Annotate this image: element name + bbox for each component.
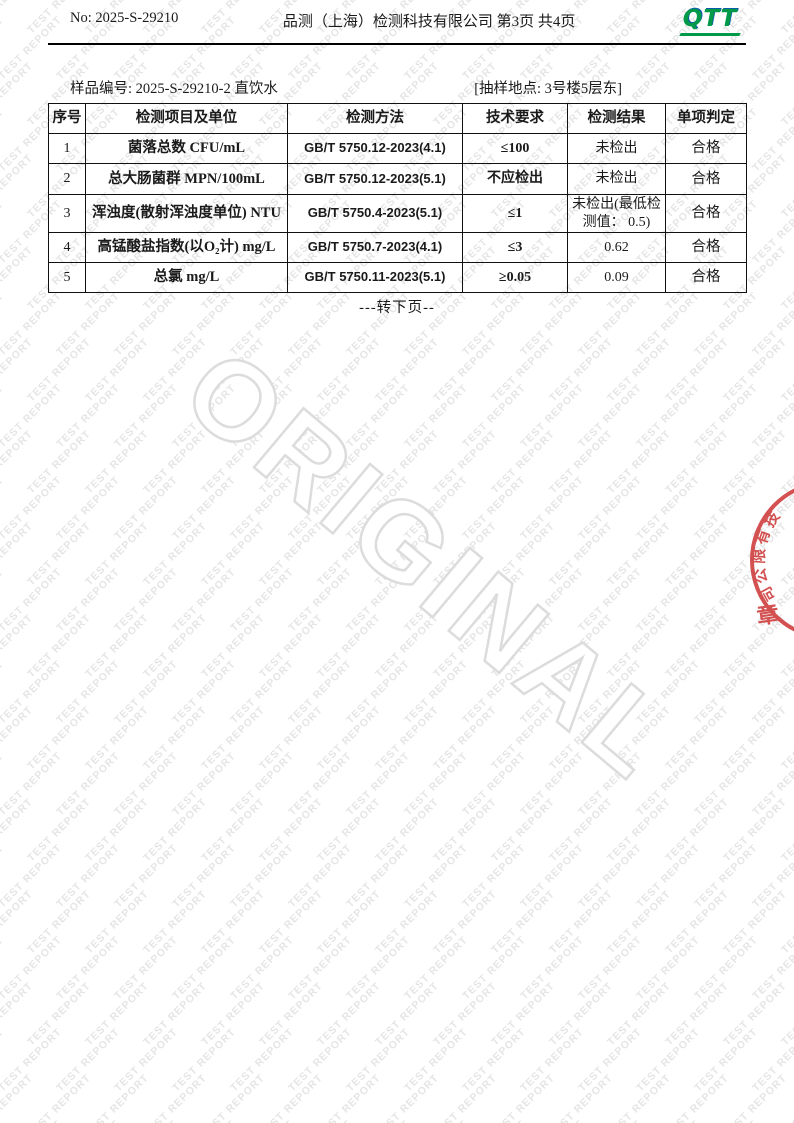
- stamp-center-char: 章: [755, 601, 780, 629]
- cell-result: 未检出: [567, 133, 666, 164]
- cell-item: 高锰酸盐指数(以O₂计) mg/L: [85, 232, 288, 263]
- logo-text: QTT: [682, 6, 738, 32]
- cell-method: GB/T 5750.12-2023(4.1): [287, 133, 463, 164]
- stamp-arc-char: 司: [757, 583, 779, 604]
- original-watermark: ORIGINAL: [160, 324, 699, 805]
- cell-requirement: ≤100: [462, 133, 568, 164]
- cell-item: 总氯 mg/L: [85, 262, 288, 293]
- cell-judgment: 合格: [665, 262, 747, 293]
- cell-requirement: ≤3: [462, 232, 568, 263]
- cell-requirement: ≤1: [462, 194, 568, 233]
- company-logo: QTT: [679, 6, 741, 36]
- cell-result: 0.62: [567, 232, 666, 263]
- cell-no: 4: [48, 232, 86, 263]
- logo-underline: [679, 33, 741, 36]
- table-row: 3 浑浊度(散射浑浊度单位) NTU GB/T 5750.4-2023(5.1)…: [48, 194, 747, 233]
- header-divider: [48, 43, 746, 45]
- stamp-arc-char: 限: [751, 548, 769, 564]
- cell-no: 2: [48, 163, 86, 195]
- cell-requirement: 不应检出: [462, 163, 568, 195]
- header-no: 序号: [48, 103, 86, 134]
- continuation-note: ---转下页--: [359, 300, 435, 316]
- table-header-row: 序号 检测项目及单位 检测方法 技术要求 检测结果 单项判定: [48, 103, 747, 134]
- cell-method: GB/T 5750.4-2023(5.1): [287, 194, 463, 233]
- cell-result: 0.09: [567, 262, 666, 293]
- cell-item: 菌落总数 CFU/mL: [85, 133, 288, 164]
- sampling-location: [抽样地点: 3号楼5层东]: [474, 81, 622, 97]
- stamp-circle-border: [750, 488, 794, 632]
- cell-no: 5: [48, 262, 86, 293]
- test-results-table: 序号 检测项目及单位 检测方法 技术要求 检测结果 单项判定 1 菌落总数 CF…: [48, 103, 747, 293]
- cell-item: 浑浊度(散射浑浊度单位) NTU: [85, 194, 288, 233]
- cell-method: GB/T 5750.11-2023(5.1): [287, 262, 463, 293]
- header-requirement: 技术要求: [462, 103, 568, 134]
- red-seal-stamp: 技 有 限 公 司 章: [750, 488, 794, 632]
- cell-requirement: ≥0.05: [462, 262, 568, 293]
- cell-result: 未检出: [567, 163, 666, 195]
- report-number: No: 2025-S-29210: [70, 10, 179, 26]
- header-result: 检测结果: [567, 103, 666, 134]
- cell-judgment: 合格: [665, 194, 747, 233]
- cell-judgment: 合格: [665, 133, 747, 164]
- header-judgment: 单项判定: [665, 103, 747, 134]
- page-header: No: 2025-S-29210 品测（上海）检测科技有限公司 第3页 共4页 …: [48, 6, 746, 40]
- table-row: 2 总大肠菌群 MPN/100mL GB/T 5750.12-2023(5.1)…: [48, 163, 747, 195]
- cell-judgment: 合格: [665, 163, 747, 195]
- stamp-arc-char: 公: [751, 567, 771, 585]
- stamp-arc-char: 有: [752, 527, 774, 547]
- cell-item: 总大肠菌群 MPN/100mL: [85, 163, 288, 195]
- header-method: 检测方法: [287, 103, 463, 134]
- cell-method: GB/T 5750.7-2023(4.1): [287, 232, 463, 263]
- header-item: 检测项目及单位: [85, 103, 288, 134]
- cell-result: 未检出(最低检测值： 0.5): [567, 194, 666, 233]
- sample-info-row: 样品编号: 2025-S-29210-2 直饮水 [抽样地点: 3号楼5层东]: [70, 77, 746, 98]
- cell-no: 1: [48, 133, 86, 164]
- company-and-page-title: 品测（上海）检测科技有限公司 第3页 共4页: [282, 14, 576, 30]
- table-row: 4 高锰酸盐指数(以O₂计) mg/L GB/T 5750.7-2023(4.1…: [48, 232, 747, 263]
- stamp-arc-char: 技: [760, 507, 784, 530]
- cell-judgment: 合格: [665, 232, 747, 263]
- table-row: 1 菌落总数 CFU/mL GB/T 5750.12-2023(4.1) ≤10…: [48, 133, 747, 164]
- cell-no: 3: [48, 194, 86, 233]
- table-row: 5 总氯 mg/L GB/T 5750.11-2023(5.1) ≥0.05 0…: [48, 262, 747, 293]
- cell-method: GB/T 5750.12-2023(5.1): [287, 163, 463, 195]
- sample-number: 样品编号: 2025-S-29210-2 直饮水: [70, 81, 278, 97]
